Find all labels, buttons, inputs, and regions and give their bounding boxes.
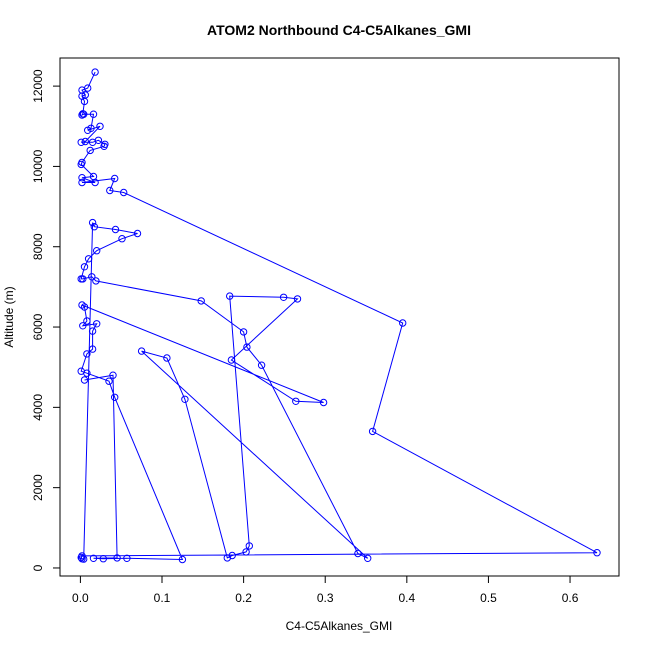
data-point xyxy=(89,554,98,562)
data-point xyxy=(118,235,126,243)
data-point xyxy=(293,295,302,303)
chart-title: ATOM2 Northbound C4-C5Alkanes_GMI xyxy=(207,22,471,38)
y-axis: 0 2000 4000 6000 8000 10000 12000 xyxy=(31,69,61,571)
data-point xyxy=(105,377,113,385)
data-point xyxy=(91,68,99,76)
y-tick-label: 8000 xyxy=(31,233,45,260)
x-tick-label: 0.6 xyxy=(562,591,579,605)
data-point xyxy=(181,395,189,403)
data-point xyxy=(80,555,88,563)
data-point xyxy=(242,548,250,556)
data-point xyxy=(89,110,98,118)
data-point xyxy=(245,542,254,550)
data-point xyxy=(239,328,248,336)
data-point xyxy=(86,146,94,155)
x-tick-label: 0.0 xyxy=(72,591,89,605)
data-point xyxy=(137,347,146,355)
data-point xyxy=(77,160,85,169)
x-tick-label: 0.5 xyxy=(480,591,497,605)
data-point xyxy=(111,174,119,183)
data-point xyxy=(228,551,236,560)
plot-frame xyxy=(59,57,620,577)
data-point xyxy=(593,549,601,557)
data-point xyxy=(88,345,97,353)
data-point xyxy=(79,275,87,283)
data-point xyxy=(93,320,101,328)
y-tick-label: 4000 xyxy=(31,394,45,421)
data-point xyxy=(106,186,114,195)
data-point xyxy=(292,397,300,405)
series-line xyxy=(80,71,598,561)
data-point xyxy=(257,361,266,369)
data-point xyxy=(91,178,99,187)
data-point xyxy=(88,273,96,281)
x-tick-label: 0.1 xyxy=(154,591,171,605)
data-point xyxy=(354,549,362,558)
data-point xyxy=(80,263,89,271)
data-point xyxy=(93,247,101,255)
data-point xyxy=(123,554,131,562)
data-point xyxy=(92,277,100,285)
data-point xyxy=(163,354,171,362)
data-point xyxy=(109,371,117,379)
x-tick-label: 0.4 xyxy=(398,591,415,605)
data-point xyxy=(78,174,86,182)
y-tick-label: 12000 xyxy=(31,69,45,103)
data-point xyxy=(120,188,128,197)
data-point xyxy=(368,427,377,436)
data-point xyxy=(80,376,89,384)
y-axis-label: Altitude (m) xyxy=(2,286,16,347)
data-point xyxy=(111,225,120,234)
data-point xyxy=(80,303,89,311)
x-axis: 0.0 0.1 0.2 0.3 0.4 0.5 0.6 xyxy=(72,575,579,605)
data-point xyxy=(227,356,236,364)
data-point xyxy=(80,110,88,118)
data-point xyxy=(226,292,234,300)
data-point xyxy=(111,393,119,401)
data-point xyxy=(399,319,407,327)
data-point xyxy=(78,301,86,309)
data-point xyxy=(80,97,89,106)
data-point xyxy=(83,369,91,377)
y-tick-label: 0 xyxy=(31,564,45,571)
data-point xyxy=(133,229,142,238)
y-tick-label: 2000 xyxy=(31,474,45,501)
data-point xyxy=(88,327,97,335)
y-tick-label: 10000 xyxy=(31,149,45,183)
data-point xyxy=(84,255,93,263)
y-tick-label: 6000 xyxy=(31,313,45,340)
data-point xyxy=(83,350,91,358)
data-point xyxy=(178,555,187,564)
x-tick-label: 0.2 xyxy=(235,591,252,605)
data-point xyxy=(90,223,99,231)
data-point xyxy=(243,343,251,351)
data-point xyxy=(364,554,372,562)
data-point xyxy=(79,322,87,330)
data-point xyxy=(88,218,97,227)
data-point xyxy=(78,178,86,187)
data-point xyxy=(84,126,92,135)
data-point xyxy=(279,293,288,301)
data-point xyxy=(94,136,103,145)
data-point xyxy=(96,122,104,131)
data-point xyxy=(83,317,91,325)
data-point xyxy=(197,297,205,305)
x-axis-label: C4-C5Alkanes_GMI xyxy=(286,619,393,633)
data-point xyxy=(99,555,108,563)
data-point xyxy=(77,138,85,147)
data-point xyxy=(100,142,108,151)
series-layer xyxy=(77,68,601,564)
data-point xyxy=(81,137,90,146)
data-point xyxy=(319,398,328,407)
x-tick-label: 0.3 xyxy=(317,591,334,605)
data-point xyxy=(113,554,121,562)
